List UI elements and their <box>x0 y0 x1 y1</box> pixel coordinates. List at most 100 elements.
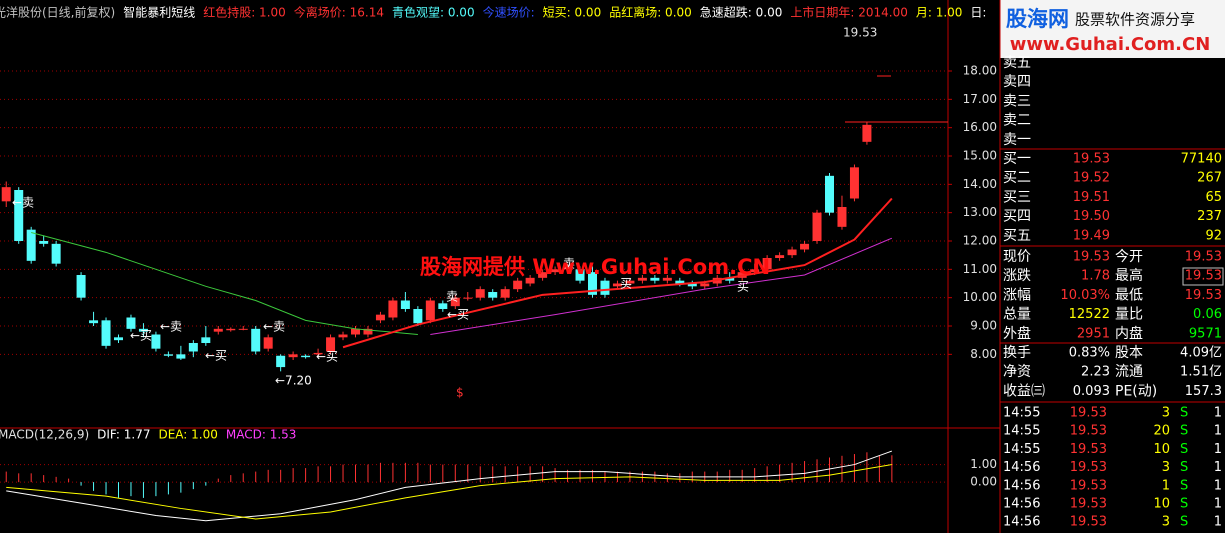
bid-volume: 237 <box>1197 209 1222 224</box>
candle-body <box>388 300 398 318</box>
macd-line <box>6 450 893 522</box>
candle-body <box>126 317 136 329</box>
candle-body <box>463 297 473 299</box>
y-tick-label: 11.00 <box>963 262 997 276</box>
candle-body <box>637 277 647 281</box>
trade-volume: 3 <box>1162 460 1170 475</box>
candle-body <box>188 343 198 352</box>
annotation: 买 <box>737 280 749 294</box>
candle-body <box>800 243 810 250</box>
quote-label: 涨跌 <box>1003 268 1031 284</box>
candle-body <box>675 280 685 284</box>
candle-body <box>413 309 423 324</box>
candle-body <box>488 292 498 298</box>
trade-price: 19.53 <box>1070 515 1107 530</box>
candle-body <box>787 249 797 256</box>
trade-volume: 3 <box>1162 515 1170 530</box>
candle-body <box>849 167 859 199</box>
candle-body <box>51 243 61 264</box>
candle-body <box>750 269 760 273</box>
candle-body <box>301 355 311 358</box>
candle-body <box>213 328 223 332</box>
candle-body <box>650 277 660 281</box>
trade-price: 19.53 <box>1070 460 1107 475</box>
annotation: $ <box>456 386 464 400</box>
bid-volume: 65 <box>1205 190 1222 205</box>
trade-count: 1 <box>1214 460 1222 475</box>
trade-side: S <box>1180 515 1188 530</box>
candle-body <box>351 328 360 335</box>
bid-label: 买五 <box>1003 228 1031 244</box>
y-tick-label: 18.00 <box>963 64 997 78</box>
candle-body <box>612 283 622 287</box>
bid-price: 19.50 <box>1073 209 1110 224</box>
quote-label: 总量 <box>1003 307 1031 323</box>
candle-body <box>662 277 672 281</box>
annotation: 卖 <box>563 257 575 271</box>
candle-body <box>862 124 872 142</box>
annotation: ←买 <box>205 349 227 363</box>
candle-body <box>438 303 448 309</box>
trade-side: S <box>1180 460 1188 475</box>
header-item: 今离场价: 16.14 <box>294 5 384 20</box>
quote-value: 9571 <box>1189 326 1222 341</box>
annotation: 卖 <box>446 290 458 304</box>
candle-body <box>238 328 248 330</box>
quote-label: 流通 <box>1115 364 1143 380</box>
trade-count: 1 <box>1214 406 1222 421</box>
candle-body <box>725 277 735 281</box>
bid-volume: 267 <box>1197 171 1222 186</box>
quote-label: 量比 <box>1115 307 1143 323</box>
candle-body <box>251 328 261 352</box>
bid-volume: 92 <box>1205 228 1222 243</box>
bid-label: 买四 <box>1003 209 1031 225</box>
candle-body <box>687 283 697 287</box>
header-item: 上市日期年: 2014.00 <box>790 5 907 20</box>
quote-value: 1.51亿 <box>1180 365 1222 380</box>
bid-price: 19.52 <box>1073 171 1110 186</box>
candle-body <box>363 328 373 335</box>
header-item: 短买: 0.00 <box>543 6 602 20</box>
candle-body <box>775 255 785 258</box>
trade-price: 19.53 <box>1070 424 1107 439</box>
trade-count: 1 <box>1214 442 1222 457</box>
y-tick-label: 17.00 <box>963 92 997 106</box>
y-tick-label: 14.00 <box>963 177 997 191</box>
quote-label: 收益㈢ <box>1003 383 1045 399</box>
candle-body <box>76 275 86 298</box>
trade-side: S <box>1180 424 1188 439</box>
trade-side: S <box>1180 442 1188 457</box>
legend-entry: DEA: 1.00 <box>158 428 217 442</box>
bid-label: 买三 <box>1003 189 1031 205</box>
trade-side: S <box>1180 497 1188 512</box>
candle-body <box>525 277 535 284</box>
candle-body <box>101 320 111 346</box>
trade-price: 19.53 <box>1070 442 1107 457</box>
annotation: ←卖 <box>263 320 285 334</box>
candle-body <box>762 258 772 270</box>
y-tick-label: 1.00 <box>970 457 997 471</box>
quote-value: 19.53 <box>1185 269 1222 284</box>
ask-label: 卖三 <box>1003 93 1031 109</box>
trade-side: S <box>1180 478 1188 493</box>
quote-value: 19.53 <box>1185 288 1222 303</box>
y-tick-label: 12.00 <box>963 234 997 248</box>
candle-body <box>375 314 385 321</box>
candle-body <box>588 272 597 295</box>
candle-body <box>163 354 173 356</box>
quote-label: 最低 <box>1115 287 1143 303</box>
quote-value: 12522 <box>1069 307 1110 322</box>
y-tick-label: 9.00 <box>970 319 997 333</box>
header-item: 青色观望: 0.00 <box>392 6 475 20</box>
quote-value: 0.093 <box>1073 384 1110 399</box>
quote-label: 最高 <box>1115 267 1143 284</box>
logo-brand: 股海网 <box>1006 7 1069 31</box>
header-item: 今速场价: <box>483 5 535 20</box>
trade-volume: 3 <box>1162 406 1170 421</box>
quote-value: 157.3 <box>1185 384 1222 399</box>
trade-count: 1 <box>1214 497 1222 512</box>
header-item: 月: 1.00 <box>916 6 963 20</box>
candle-body <box>400 300 410 309</box>
quote-value: 0.06 <box>1193 307 1222 322</box>
candle-body <box>226 328 236 331</box>
